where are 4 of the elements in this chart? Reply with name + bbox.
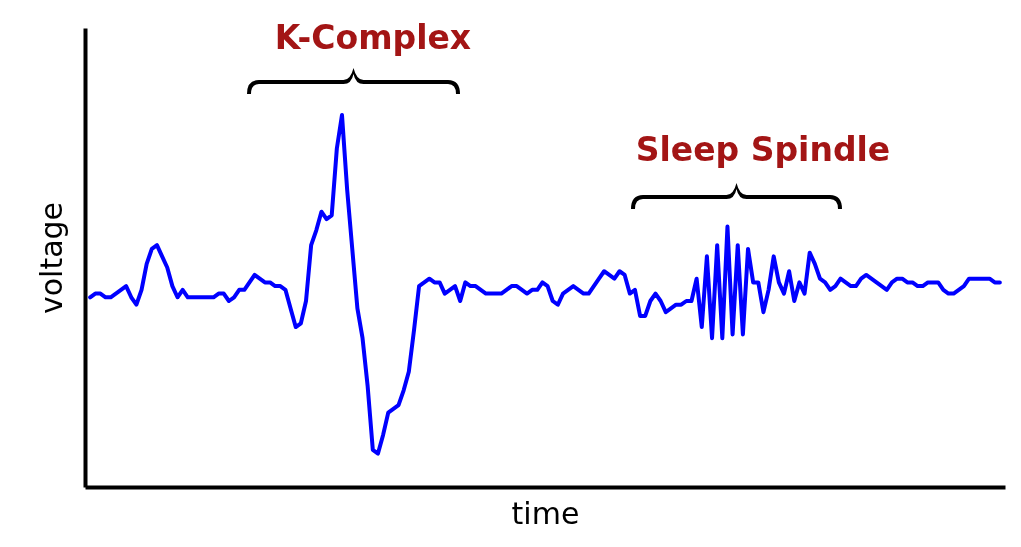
annotation: Sleep Spindle: [635, 130, 891, 169]
text: K-Complex: [274, 18, 472, 57]
x-axis-title: time: [511, 495, 580, 531]
y-axis-title: voltage: [33, 201, 69, 315]
